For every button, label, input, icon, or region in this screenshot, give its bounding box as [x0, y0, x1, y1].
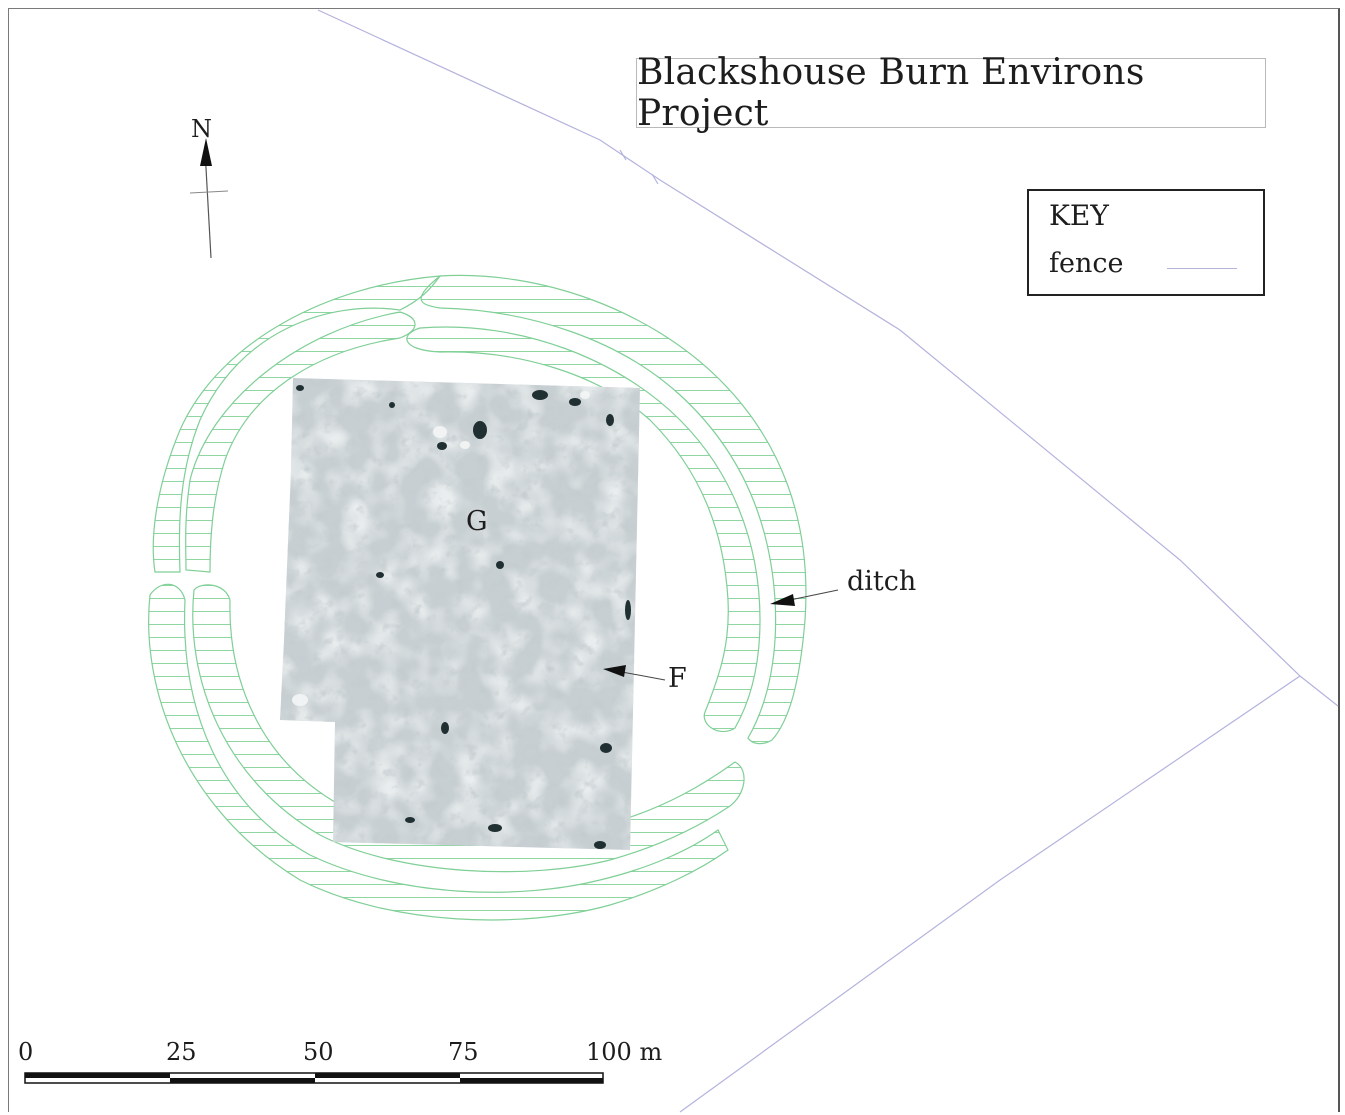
ditch-outer-west	[152, 275, 442, 573]
scale-tick-0: 0	[18, 1038, 34, 1066]
legend-box: KEY fence	[1027, 189, 1265, 296]
legend-item-fence-swatch	[1167, 268, 1237, 269]
fence-tick-1	[619, 149, 627, 161]
ditch-inner-sw	[192, 584, 745, 873]
legend-item-fence-label: fence	[1049, 248, 1124, 279]
north-arrow	[189, 138, 229, 259]
enclosure-ditch	[148, 274, 807, 921]
geophysics-survey	[280, 378, 640, 850]
ditch-outer-ne	[420, 274, 807, 745]
feature-label-g: G	[466, 506, 488, 537]
feature-label-ditch: ditch	[847, 566, 917, 597]
map-frame	[8, 8, 1340, 1112]
title-box: Blackshouse Burn Environs Project	[636, 52, 1266, 134]
north-label: N	[191, 115, 212, 143]
scale-tick-100: 100 m	[586, 1038, 663, 1066]
map-title: Blackshouse Burn Environs Project	[637, 52, 1145, 134]
feature-label-f: F	[668, 663, 687, 694]
ditch-inner-west	[185, 311, 416, 573]
legend-title: KEY	[1049, 199, 1109, 232]
scale-tick-75: 75	[448, 1038, 479, 1066]
fence-tick-2	[651, 173, 659, 185]
fence-line-south	[679, 675, 1301, 1113]
ditch-outer-sw	[148, 583, 729, 921]
fence-lines	[317, 9, 1339, 1113]
scale-tick-50: 50	[303, 1038, 334, 1066]
scale-tick-25: 25	[166, 1038, 197, 1066]
ditch-inner-ne	[406, 326, 761, 733]
label-arrows	[603, 589, 839, 681]
scale-bar	[24, 1072, 604, 1084]
